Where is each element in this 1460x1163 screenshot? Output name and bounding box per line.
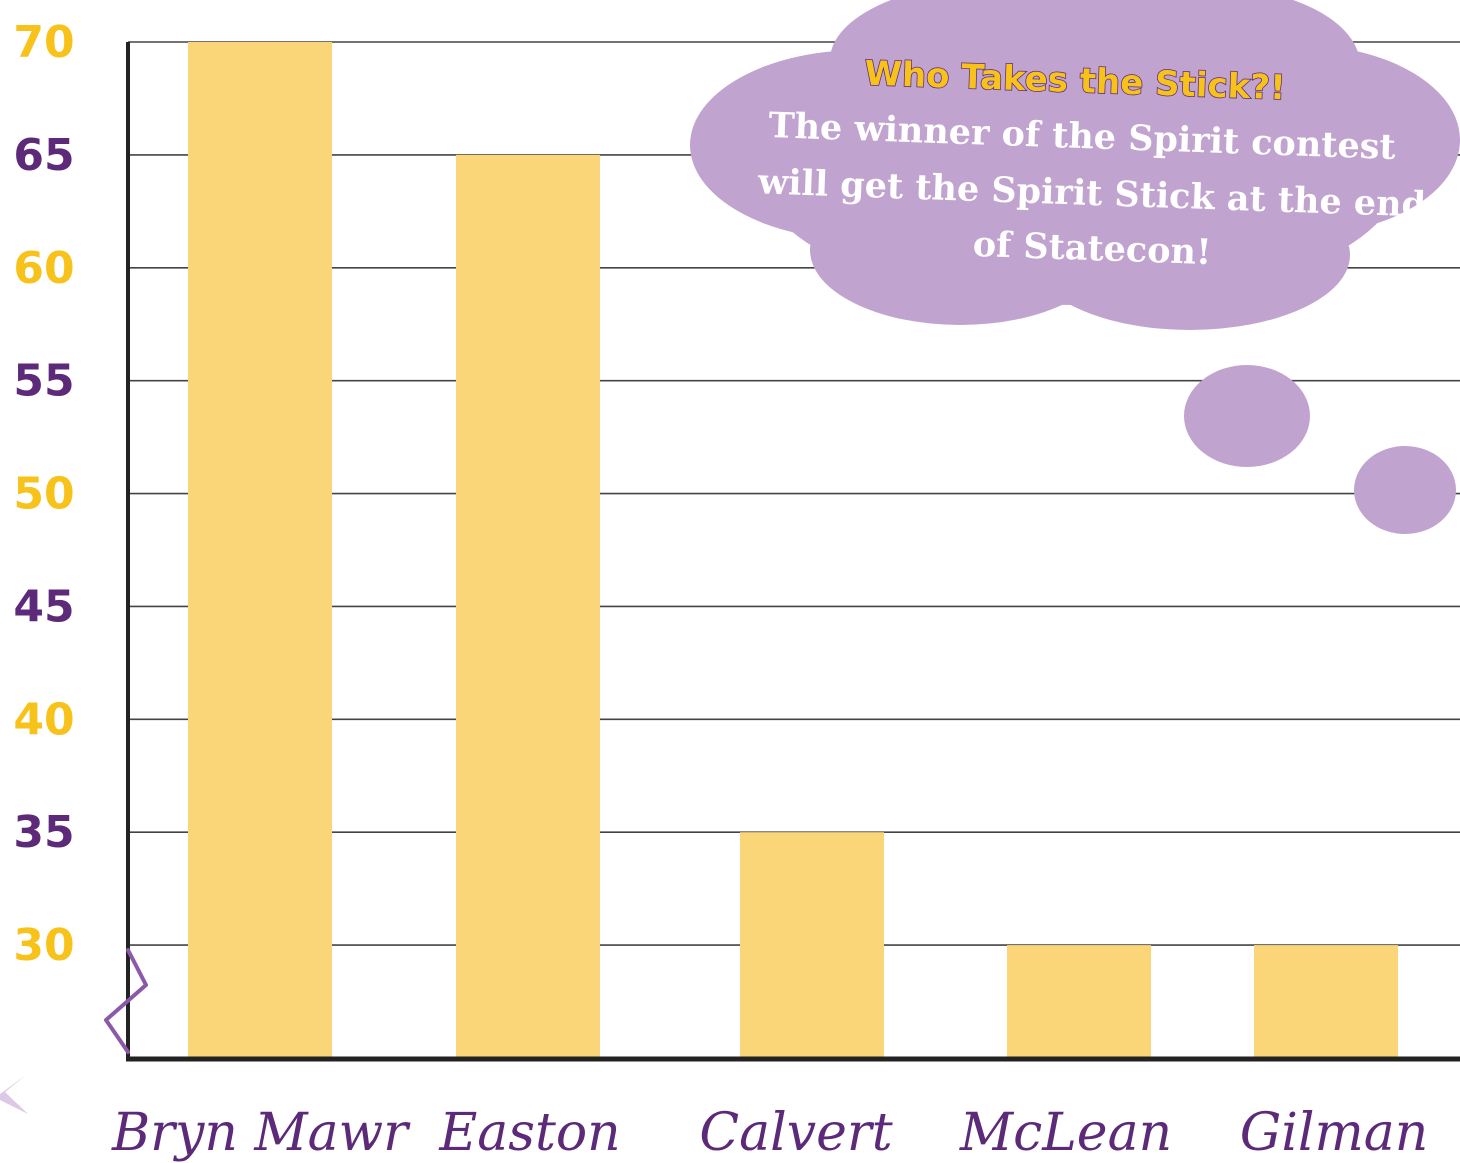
category-label-gilman: Gilman [1240,1103,1429,1163]
axes [126,42,1460,1062]
gridlines [128,41,1460,946]
category-label-calvert: Calvert [699,1103,892,1163]
y-tick-label-60: 60 [13,243,74,294]
y-tick-label-55: 55 [13,356,74,407]
y-tick-label-65: 65 [13,130,74,181]
y-tick-label-35: 35 [13,807,74,858]
decorative-star [0,1075,28,1114]
y-tick-label-45: 45 [13,581,74,632]
thought-bubble: Who Takes the Stick?! The winner of the … [690,0,1460,534]
thought-dot-small [1354,446,1456,534]
bars [188,42,1398,1058]
bar-gilman [1254,945,1398,1058]
category-label-bryn-mawr: Bryn Mawr [111,1103,411,1163]
bar-bryn-mawr [188,42,332,1058]
category-label-mclean: McLean [959,1103,1172,1163]
thought-dot-large [1184,365,1310,467]
bubble-line-3: of Statecon! [972,224,1212,273]
category-labels: Bryn Mawr Easton Calvert McLean Gilman [111,1103,1428,1163]
y-tick-label-30: 30 [13,920,74,971]
bar-easton [456,154,600,1058]
bar-calvert [740,832,884,1058]
cloud-shape [690,0,1460,330]
bar-mclean [1007,945,1151,1058]
category-label-easton: Easton [438,1103,620,1163]
y-tick-label-40: 40 [13,694,74,745]
y-tick-label-50: 50 [13,469,74,520]
y-tick-labels: 30 35 40 45 50 55 60 65 70 [13,17,74,971]
axis-break-zigzag [104,948,148,1054]
y-tick-label-70: 70 [13,17,74,68]
